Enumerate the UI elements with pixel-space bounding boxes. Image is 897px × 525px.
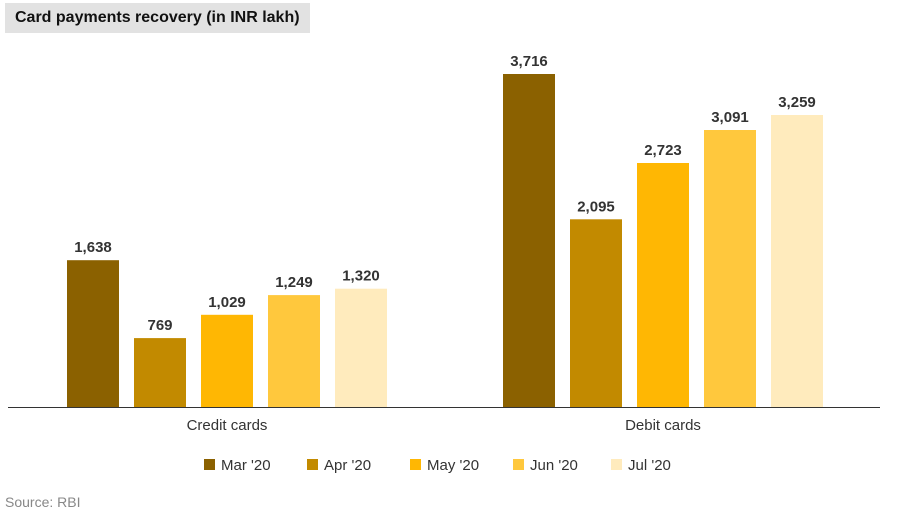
bar-1-0	[503, 74, 555, 407]
chart-title-box: Card payments recovery (in INR lakh)	[5, 3, 310, 33]
value-label-0-1: 769	[147, 317, 172, 334]
legend-swatch-1	[307, 459, 318, 470]
bar-1-3	[704, 130, 756, 407]
source-note: Source: RBI	[5, 494, 81, 510]
legend-label-1: Apr '20	[324, 457, 371, 474]
category-label-1: Debit cards	[625, 417, 701, 434]
value-label-0-4: 1,320	[342, 268, 380, 285]
legend-swatch-4	[611, 459, 622, 470]
bar-0-3	[268, 295, 320, 407]
legend-label-0: Mar '20	[221, 457, 271, 474]
bar-0-2	[201, 314, 253, 407]
legend-swatch-0	[204, 459, 215, 470]
value-label-0-0: 1,638	[74, 239, 112, 256]
value-labels-group: 1,638 769 1,029 1,249 1,320 3,716 2,095 2,723 3,…	[74, 53, 816, 334]
legend: Mar '20 Apr '20 May '20 Jun '20 Jul '20	[204, 457, 671, 474]
category-label-0: Credit cards	[187, 417, 268, 434]
bar-1-1	[570, 219, 622, 407]
category-labels-group: Credit cards Debit cards	[187, 417, 701, 434]
value-label-1-2: 2,723	[644, 142, 682, 159]
legend-label-2: May '20	[427, 457, 479, 474]
value-label-1-4: 3,259	[778, 94, 816, 111]
bars-group	[67, 74, 823, 407]
legend-swatch-3	[513, 459, 524, 470]
value-label-1-0: 3,716	[510, 53, 548, 70]
legend-label-4: Jul '20	[628, 457, 671, 474]
bar-1-2	[637, 163, 689, 407]
value-label-1-1: 2,095	[577, 198, 615, 215]
value-label-0-3: 1,249	[275, 274, 313, 291]
bar-1-4	[771, 115, 823, 407]
value-label-0-2: 1,029	[208, 294, 246, 311]
legend-swatch-2	[410, 459, 421, 470]
legend-label-3: Jun '20	[530, 457, 578, 474]
chart-title: Card payments recovery (in INR lakh)	[15, 9, 300, 26]
bar-0-1	[134, 338, 186, 407]
value-label-1-3: 3,091	[711, 109, 749, 126]
bar-0-0	[67, 260, 119, 407]
bar-0-4	[335, 288, 387, 407]
